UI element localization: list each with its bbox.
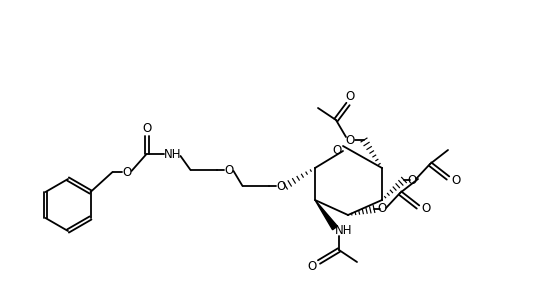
- Text: O: O: [407, 173, 417, 187]
- Text: O: O: [224, 164, 233, 177]
- Text: O: O: [345, 134, 355, 147]
- Polygon shape: [315, 200, 337, 230]
- Text: O: O: [345, 90, 355, 103]
- Text: O: O: [422, 202, 431, 215]
- Text: O: O: [332, 143, 342, 156]
- Text: O: O: [122, 166, 131, 179]
- Text: NH: NH: [164, 147, 181, 160]
- Text: O: O: [451, 173, 461, 187]
- Text: O: O: [142, 122, 151, 135]
- Text: O: O: [307, 261, 317, 274]
- Text: NH: NH: [335, 225, 353, 238]
- Text: O: O: [377, 202, 387, 215]
- Text: O: O: [276, 179, 285, 192]
